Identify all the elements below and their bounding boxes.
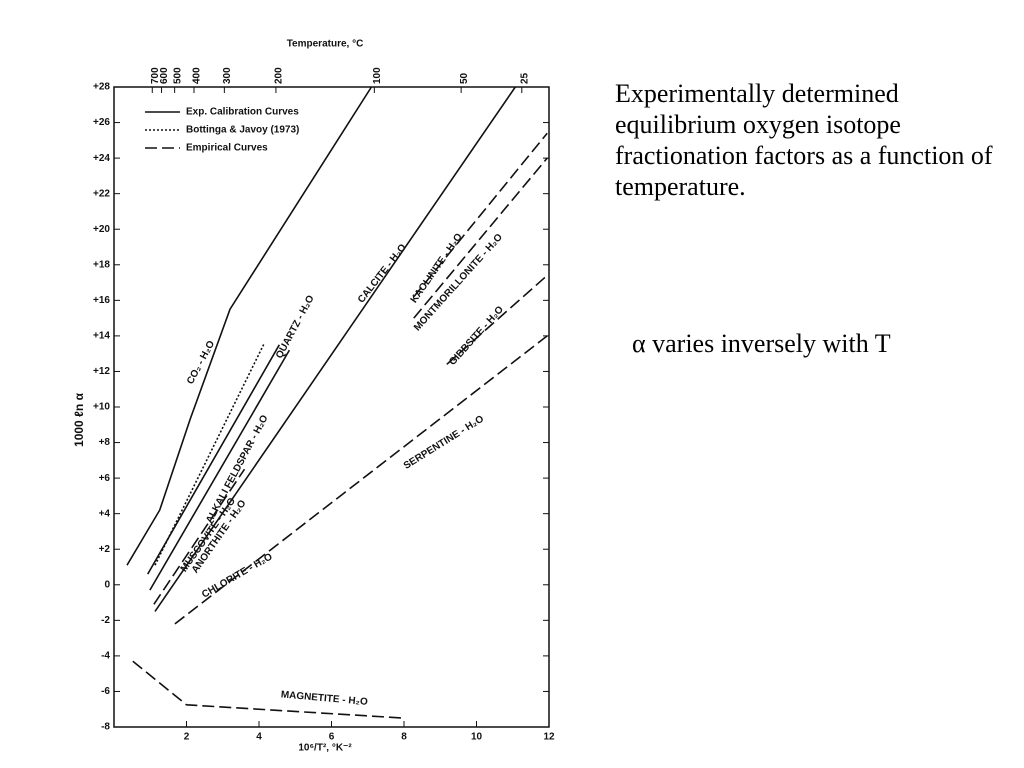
x2-tick-label: 600 bbox=[159, 67, 170, 84]
y-tick-label: +16 bbox=[93, 295, 110, 306]
y-tick-label: -6 bbox=[101, 686, 110, 697]
y-tick-label: +26 bbox=[93, 117, 110, 128]
curve-label: CO₂ - H₂O bbox=[185, 339, 217, 387]
y-tick-label: +12 bbox=[93, 366, 110, 377]
x2-tick-label: 700 bbox=[150, 67, 161, 84]
x2-tick-label: 200 bbox=[274, 67, 285, 84]
y-tick-label: +14 bbox=[93, 331, 110, 342]
data-line bbox=[413, 157, 548, 319]
y-tick-label: +22 bbox=[93, 188, 110, 199]
curve-label: CALCITE - H₂O bbox=[356, 242, 409, 305]
y-tick-label: +20 bbox=[93, 224, 110, 235]
x2-tick-label: 100 bbox=[372, 67, 383, 84]
data-line bbox=[154, 86, 516, 612]
chart: Temperature, °C 10⁶/T², °K⁻² 1000 ℓn α -… bbox=[72, 39, 555, 754]
y-tick-label: +4 bbox=[99, 508, 111, 519]
y-tick-label: +18 bbox=[93, 259, 110, 270]
data-line bbox=[413, 132, 548, 298]
curve-label: MUSCOVITE - H₂O bbox=[179, 496, 238, 574]
x2-tick-label: 300 bbox=[222, 67, 233, 84]
legend-label: Exp. Calibration Curves bbox=[186, 107, 299, 118]
y-tick-label: +24 bbox=[93, 153, 110, 164]
y-tick-label: +2 bbox=[99, 544, 111, 555]
x2-tick-label: 25 bbox=[519, 72, 530, 84]
y-tick-label: +6 bbox=[99, 473, 111, 484]
y-tick-label: +28 bbox=[93, 82, 110, 93]
data-line bbox=[126, 86, 373, 566]
x2-tick-label: 500 bbox=[172, 67, 183, 84]
x-axis-title: 10⁶/T², °K⁻² bbox=[298, 743, 352, 754]
y-tick-label: +8 bbox=[99, 437, 111, 448]
curve-label: MAGNETITE - H₂O bbox=[280, 689, 368, 708]
note: α varies inversely with T bbox=[632, 329, 891, 358]
x-tick-label: 8 bbox=[401, 732, 407, 743]
data-line bbox=[446, 274, 548, 365]
y-tick-label: 0 bbox=[104, 579, 110, 590]
curve-label: SERPENTINE - H₂O bbox=[402, 413, 486, 471]
x-tick-label: 12 bbox=[543, 732, 555, 743]
x-tick-label: 4 bbox=[256, 732, 262, 743]
y-tick-label: -8 bbox=[101, 722, 110, 733]
y-axis-title: 1000 ℓn α bbox=[72, 392, 86, 447]
x2-tick-label: 400 bbox=[192, 67, 203, 84]
data-line bbox=[132, 660, 405, 719]
legend-label: Empirical Curves bbox=[186, 143, 268, 154]
x-tick-label: 6 bbox=[329, 732, 335, 743]
y-tick-label: -2 bbox=[101, 615, 110, 626]
data-line bbox=[149, 349, 291, 591]
y-tick-label: +10 bbox=[93, 402, 110, 413]
curve-label: GIBBSITE - H₂O bbox=[447, 304, 506, 368]
y-tick-label: -4 bbox=[101, 651, 110, 662]
data-line bbox=[174, 335, 548, 625]
legend-label: Bottinga & Javoy (1973) bbox=[186, 125, 299, 136]
caption: Experimentally determined equilibrium ox… bbox=[615, 79, 993, 201]
data-line bbox=[154, 342, 266, 566]
x-tick-label: 10 bbox=[471, 732, 483, 743]
x2-axis-title: Temperature, °C bbox=[287, 39, 364, 50]
curve-label: KAOLINITE - H₂O bbox=[409, 231, 465, 305]
plot-frame bbox=[113, 86, 550, 728]
curve-label: CHLORITE - H₂O bbox=[200, 551, 274, 600]
x2-tick-label: 50 bbox=[459, 72, 470, 84]
curve-label: QUARTZ - H₂O bbox=[274, 293, 317, 360]
x-tick-label: 2 bbox=[184, 732, 190, 743]
data-line bbox=[153, 468, 246, 605]
